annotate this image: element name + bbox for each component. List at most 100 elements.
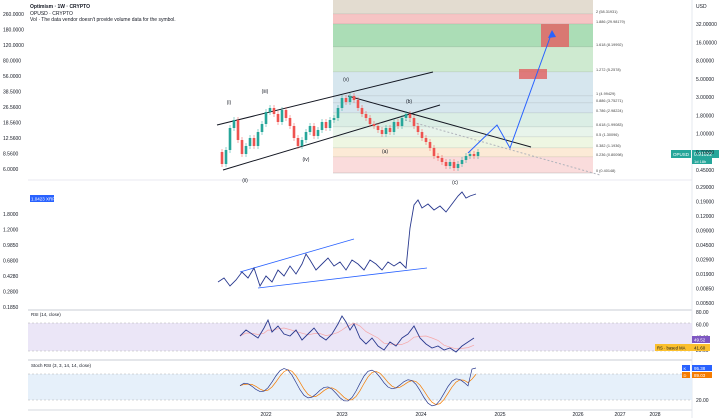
fib-label: 1.886 (29.98179)	[596, 20, 626, 24]
candle-body	[296, 138, 300, 146]
candle-body	[352, 96, 356, 100]
wave-label: (b)	[406, 99, 412, 105]
left-axis-tick: 18.5600	[3, 121, 21, 127]
fib-zone	[333, 0, 593, 14]
ratio-line	[217, 191, 477, 288]
stoch-title: Stoch RSI (3, 3, 14, 14, close)	[31, 363, 92, 368]
right-axis-tick: USD	[696, 4, 707, 10]
candle-body	[400, 118, 404, 126]
right-axis-tick: 1.80000	[696, 113, 714, 119]
candle-body	[320, 122, 324, 130]
right-axis-tick: 0.70000	[696, 150, 714, 156]
ratio-left-tick: 0.1850	[3, 305, 19, 311]
candle-body	[248, 138, 252, 146]
time-axis: 2022 2023 2024 2025 2026 2027 2028	[260, 412, 660, 418]
rsi-line	[239, 315, 475, 353]
stoch-axis-tick: 20.00	[696, 398, 709, 404]
candle-body	[224, 150, 228, 164]
price-badge: OPUSD 0.91022 1d 18h	[671, 150, 719, 164]
candle-body	[340, 98, 344, 108]
candle-body	[380, 130, 384, 134]
fib-zone	[333, 96, 593, 103]
candle-body	[472, 154, 476, 156]
candle-body	[420, 132, 424, 138]
candle-body	[236, 120, 240, 140]
candle-body	[308, 126, 312, 132]
ratio-left-tick: 0.6800	[3, 259, 19, 265]
projection-arrowhead	[548, 30, 556, 38]
left-axis-tick: 38.5000	[3, 90, 21, 96]
svg-text:OPUSD: OPUSD	[673, 152, 690, 157]
candle-body	[304, 132, 308, 140]
candle-body	[280, 110, 284, 122]
candle-body	[264, 112, 268, 124]
candle-body	[436, 156, 440, 158]
main-right-axis: USD 32.00000 16.00000 8.00000 5.00000 3.00000…	[696, 4, 717, 174]
candle-body	[468, 154, 472, 156]
volume-notice: Vol · The data vendor doesn't provide vo…	[30, 17, 176, 23]
candle-body	[396, 122, 400, 126]
trend-channel[interactable]	[216, 71, 601, 176]
candle-body	[376, 126, 380, 130]
left-axis-tick: 12.5600	[3, 136, 21, 142]
fib-label: 1.272 (5.2578)	[596, 68, 621, 72]
rsi-title: RSI (14, close)	[31, 312, 61, 317]
projection-path[interactable]	[467, 31, 553, 154]
candle-body	[476, 152, 480, 156]
ratio-channel[interactable]	[239, 238, 428, 289]
candle-body	[276, 114, 280, 122]
ratio-symbol-badge: 1.0423 XRPUSD	[31, 197, 66, 202]
ratio-left-tick: 1.8000	[3, 212, 19, 218]
fib-label: 0 (0.40148)	[596, 169, 616, 173]
ratio-right-axis: 0.29000 0.19000 0.12000 0.09000 0.04500 0.029…	[696, 185, 714, 307]
right-axis-tick: 5.00000	[696, 77, 714, 83]
stoch-d-tag: D	[684, 373, 687, 378]
stoch-k-tag: K	[684, 366, 687, 371]
candle-body	[256, 132, 260, 146]
candle-body	[372, 124, 376, 126]
ratio-right-tick: 0.02900	[696, 258, 714, 264]
wave-label: (iv)	[303, 157, 310, 163]
fib-zone	[333, 24, 593, 47]
fib-label: 0.886 (3.75271)	[596, 99, 624, 103]
fib-label: 1 (4.99429)	[596, 92, 616, 96]
candle-body	[316, 130, 320, 136]
left-axis-tick: 8.5600	[3, 152, 19, 158]
rsi-ma-label: RS · based MA	[657, 346, 686, 351]
candle-body	[228, 128, 232, 150]
elliott-wave-labels: (i) (ii) (iii) (iv) (v) (a) (b) (c)	[227, 77, 458, 186]
fib-zone	[333, 157, 593, 173]
ratio-right-tick: 0.09000	[696, 229, 714, 235]
candle-body	[252, 138, 256, 146]
right-axis-tick: 32.00000	[696, 22, 717, 28]
fib-zone	[333, 137, 593, 148]
price-candles	[220, 93, 480, 171]
candle-body	[268, 108, 272, 112]
candle-body	[388, 128, 392, 132]
target-box-lower[interactable]	[519, 69, 547, 79]
candle-body	[232, 120, 236, 128]
ratio-left-tick: 0.4280	[3, 274, 19, 280]
chart-subtitle: OPUSD · CRYPTO	[30, 10, 73, 17]
time-tick: 2027	[614, 412, 625, 418]
left-axis-tick: 180.0000	[3, 28, 24, 34]
ratio-right-tick: 0.04500	[696, 243, 714, 249]
left-axis-tick: 80.0000	[3, 59, 21, 65]
pane-frames	[28, 0, 693, 418]
candle-body	[408, 114, 412, 118]
candle-body	[328, 120, 332, 128]
wave-label: (c)	[452, 180, 458, 186]
ratio-left-tick: 1.2000	[3, 228, 19, 234]
wave-label: (ii)	[242, 178, 248, 184]
candle-body	[360, 108, 364, 114]
chart-header: Optimism · 1W · CRYPTO OPUSD · CRYPTO Vo…	[30, 4, 176, 24]
ratio-right-tick: 0.29000	[696, 185, 714, 191]
time-tick: 2028	[649, 412, 660, 418]
fib-zone	[333, 14, 593, 24]
candle-body	[260, 124, 264, 132]
candle-body	[272, 108, 276, 114]
right-axis-tick: 16.00000	[696, 40, 717, 46]
fib-zone	[333, 72, 593, 96]
candle-body	[464, 156, 468, 160]
